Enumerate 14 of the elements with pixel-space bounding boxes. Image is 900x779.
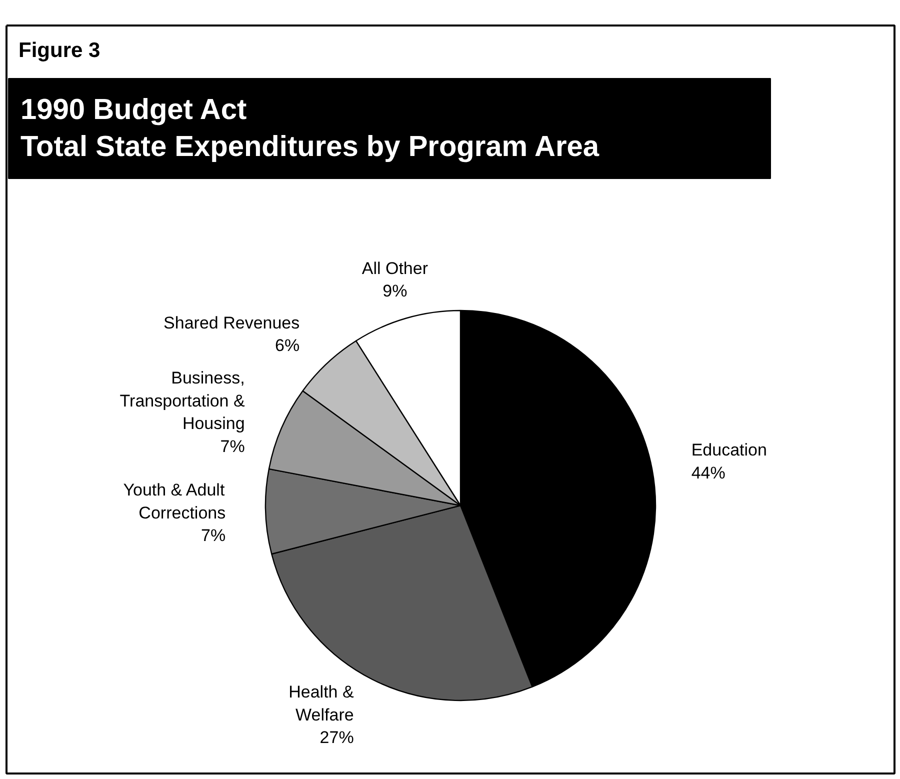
chart-subtitle: Figure 3 — [18, 39, 100, 62]
data-label: 6% — [275, 336, 300, 356]
data-label: 7% — [220, 436, 245, 456]
slice-label: Shared Revenues — [164, 313, 300, 332]
data-label: 27% — [320, 728, 354, 748]
slice-label: Education — [691, 440, 767, 460]
data-label: 9% — [382, 282, 408, 301]
data-label: 7% — [201, 526, 226, 546]
chart-title: 1990 Budget Act Total State Expenditures by Program Area — [20, 94, 600, 163]
slice-label: Youth & Adult Corrections — [123, 480, 226, 522]
data-label: 44% — [691, 463, 726, 482]
slice-label: Health & Welfare — [288, 682, 354, 724]
slice-label: All Other — [362, 258, 428, 278]
slice-label: Business, Transportation & Housing — [120, 368, 246, 434]
